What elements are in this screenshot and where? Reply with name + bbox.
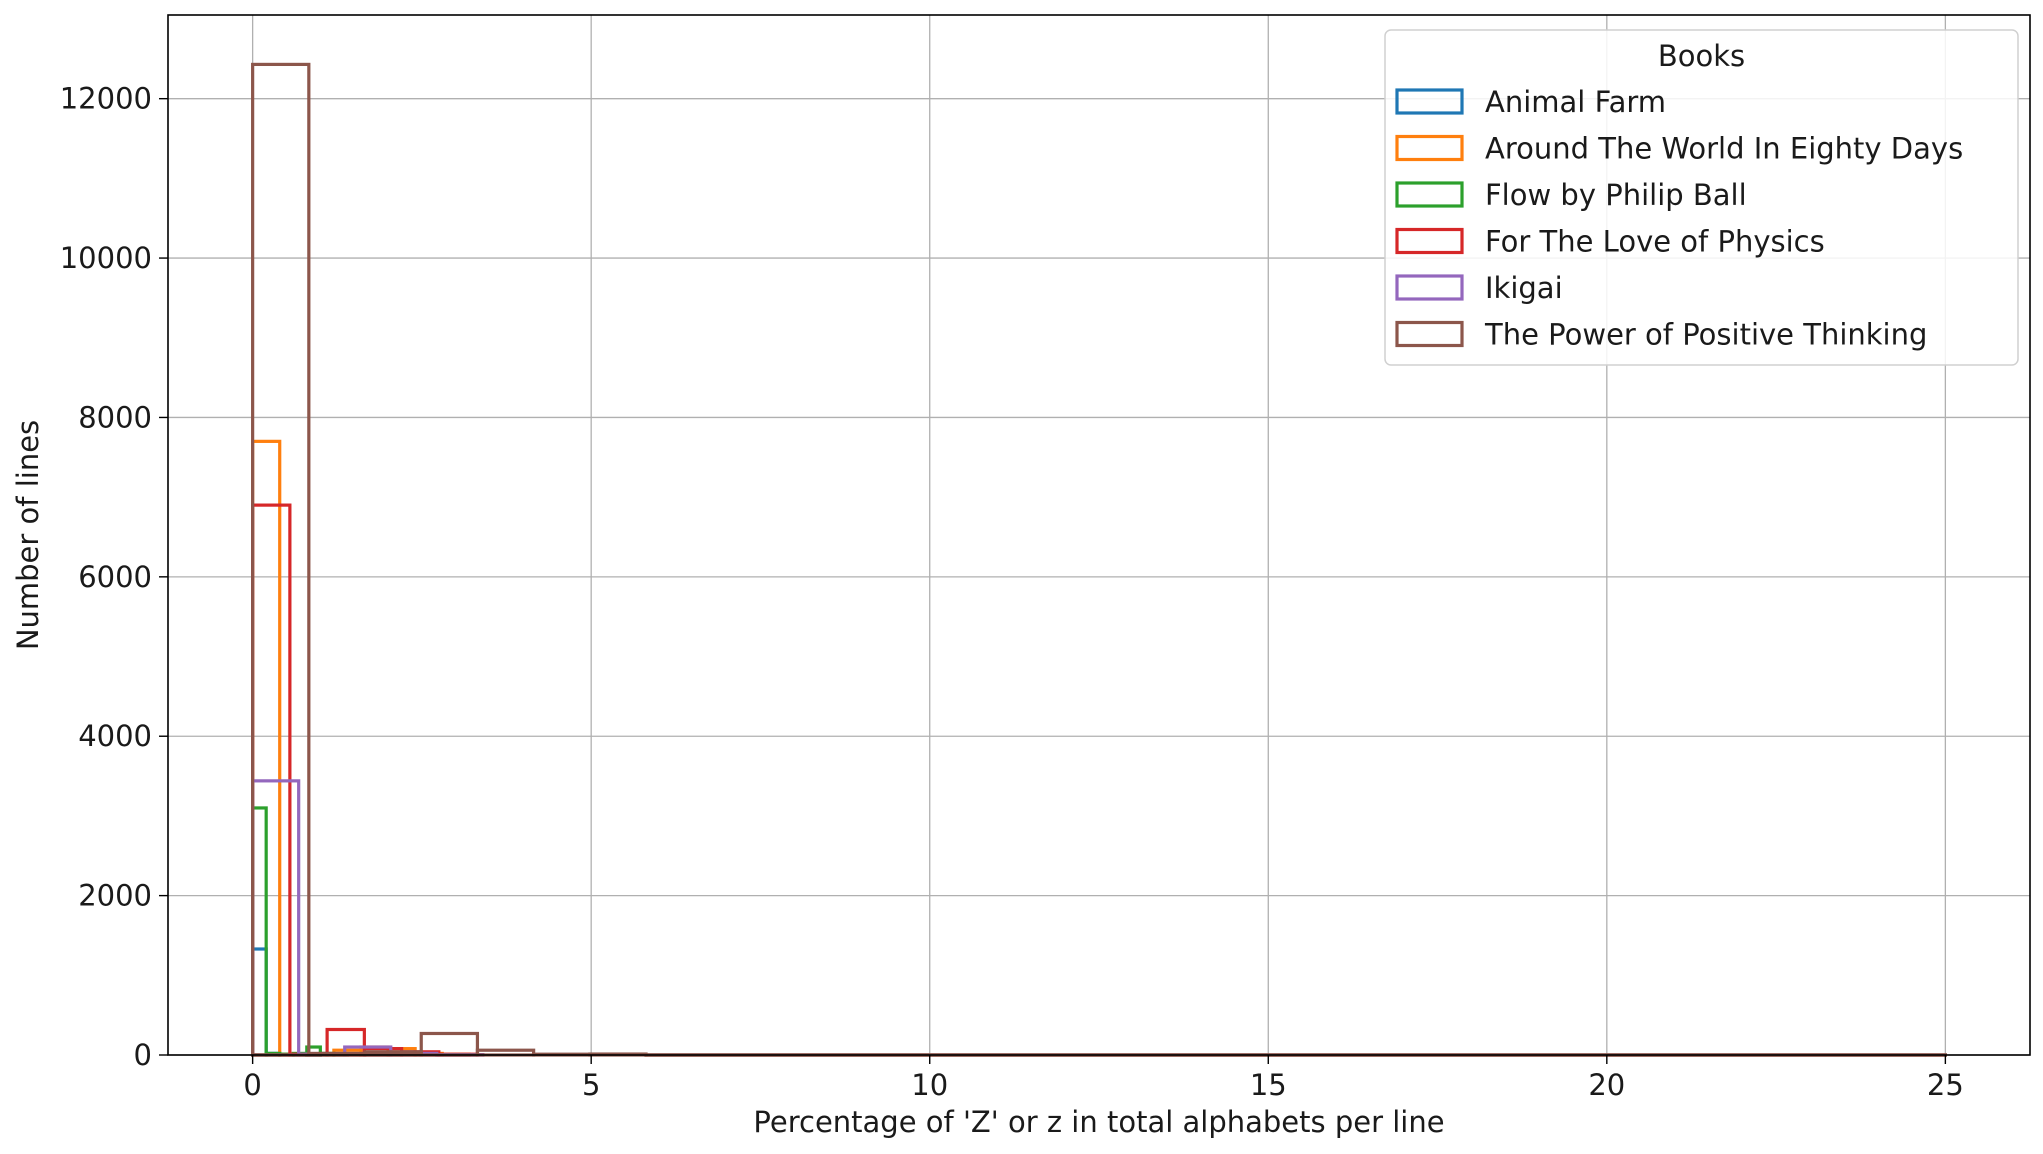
x-tick-label: 15 xyxy=(1250,1068,1287,1102)
axis-ticks: 0 5 10 15 20 25 0 2000 4000 6000 8000 10000 12000 xyxy=(60,82,1964,1102)
legend: Books Animal Farm Around The World In Eigh… xyxy=(1384,29,2019,366)
y-tick-label: 4000 xyxy=(78,719,152,753)
y-tick-label: 12000 xyxy=(60,82,152,116)
y-tick-label: 2000 xyxy=(78,879,152,913)
legend-box xyxy=(1384,29,2019,366)
legend-swatch xyxy=(1395,274,1464,301)
legend-swatch xyxy=(1395,320,1464,348)
legend-entry-label: The Power of Positive Thinking xyxy=(1484,318,1927,352)
x-tick-label: 25 xyxy=(1927,1068,1964,1102)
legend-entry-label: Animal Farm xyxy=(1485,85,1666,119)
legend-swatch xyxy=(1395,134,1464,162)
legend-entry-label: Around The World In Eighty Days xyxy=(1485,132,1963,166)
y-tick-label: 8000 xyxy=(78,400,152,434)
y-tick-label: 6000 xyxy=(78,560,152,594)
y-tick-label: 0 xyxy=(134,1038,152,1072)
y-axis-label: Number of lines xyxy=(11,420,45,650)
legend-entry-label: Ikigai xyxy=(1485,271,1563,305)
legend-entry-label: Flow by Philip Ball xyxy=(1485,178,1747,212)
legend-swatch xyxy=(1395,227,1464,255)
x-tick-label: 10 xyxy=(911,1068,948,1102)
y-tick-label: 10000 xyxy=(60,241,152,275)
x-tick-label: 0 xyxy=(243,1068,261,1102)
legend-entry-label: For The Love of Physics xyxy=(1485,225,1825,259)
legend-swatch xyxy=(1395,181,1464,208)
plot-area-frame xyxy=(167,14,2031,1056)
x-tick-label: 5 xyxy=(582,1068,600,1102)
legend-swatch xyxy=(1395,88,1464,115)
x-tick-label: 20 xyxy=(1588,1068,1625,1102)
legend-title: Books xyxy=(1658,39,1745,73)
x-axis-label: Percentage of 'Z' or z in total alphabet… xyxy=(753,1105,1444,1139)
